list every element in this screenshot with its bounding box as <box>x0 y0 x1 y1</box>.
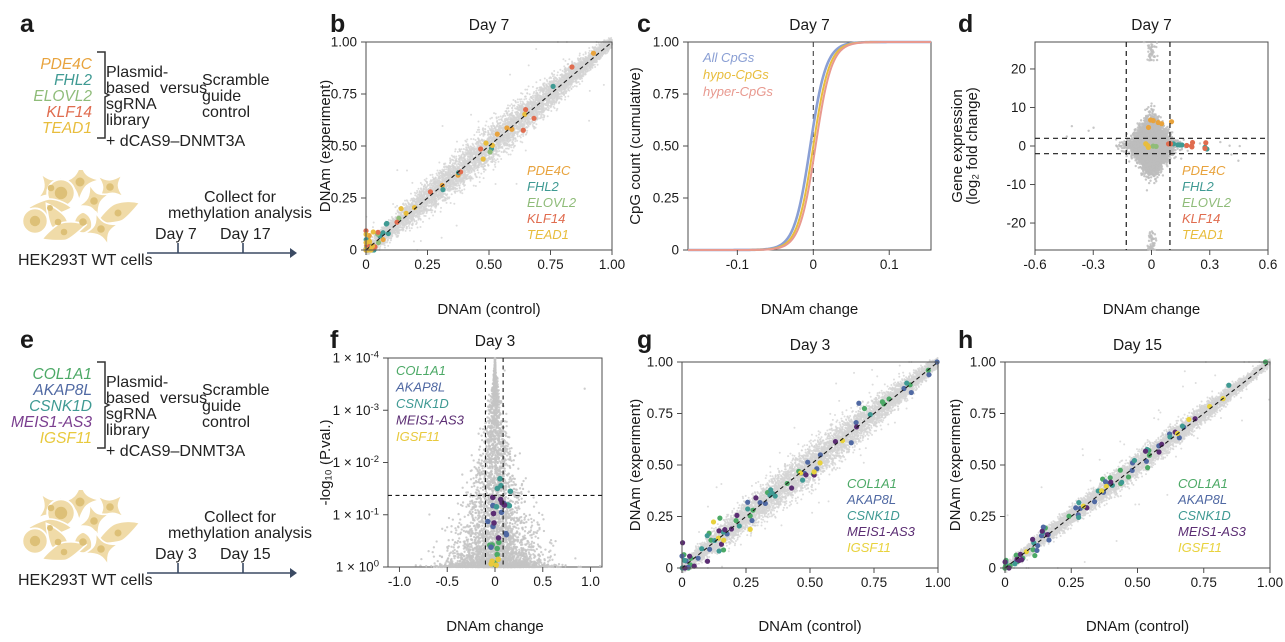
svg-text:Day 7: Day 7 <box>469 17 510 34</box>
